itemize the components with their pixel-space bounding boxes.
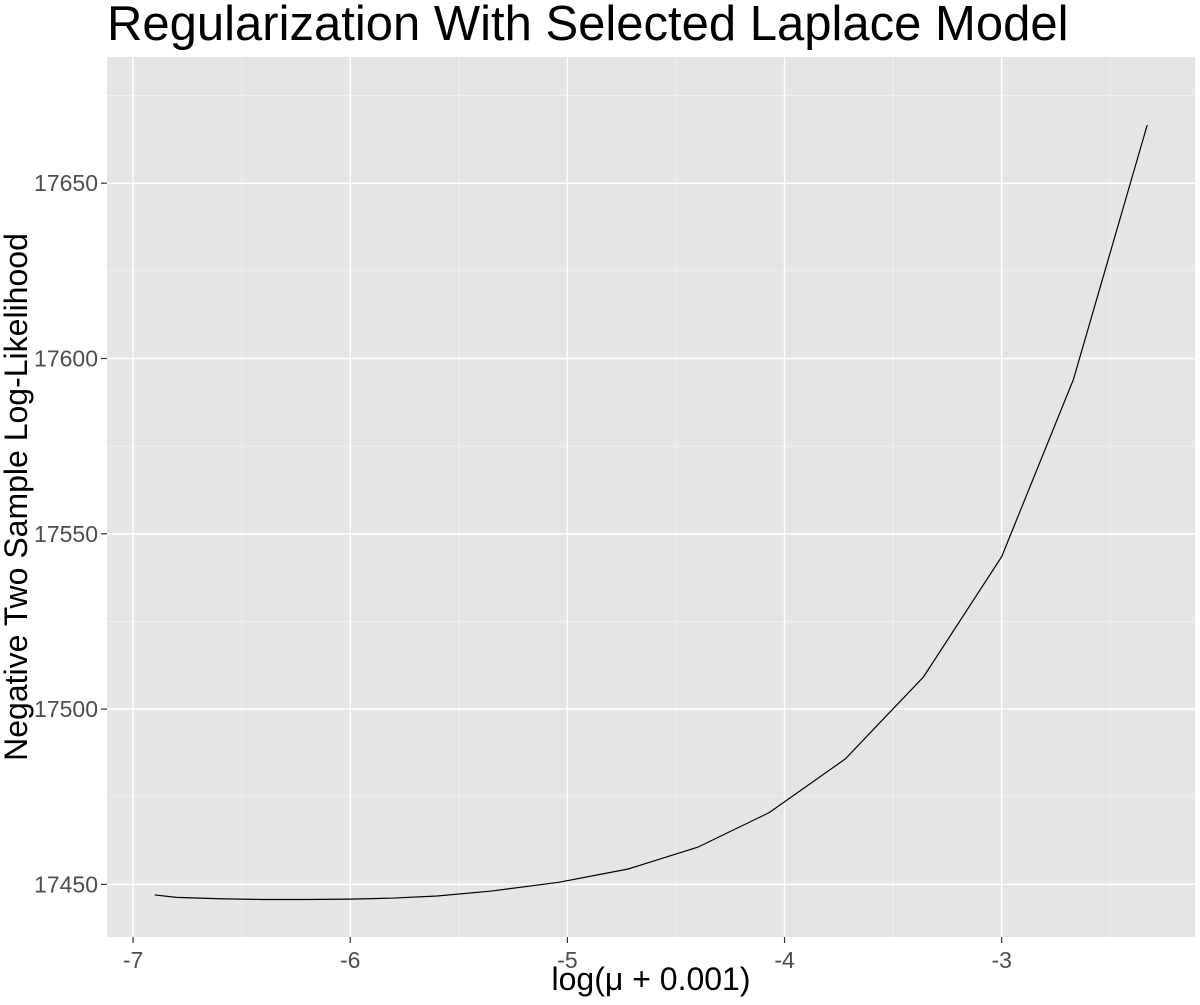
y-tick-label: 17600 bbox=[34, 346, 98, 372]
x-tick-label: -4 bbox=[774, 947, 795, 973]
x-tick-label: -7 bbox=[123, 947, 143, 973]
y-tick-label: 17550 bbox=[34, 521, 98, 547]
x-tick-label: -6 bbox=[340, 947, 360, 973]
y-axis-title: Negative Two Sample Log-Likelihood bbox=[0, 233, 34, 761]
x-tick-label: -5 bbox=[557, 947, 577, 973]
series-line bbox=[154, 124, 1148, 901]
major-gridlines bbox=[107, 57, 1195, 937]
x-axis: -7 -6 -5 -4 -3 bbox=[123, 937, 1012, 973]
chart-title: Regularization With Selected Laplace Mod… bbox=[107, 0, 1069, 51]
x-tick-label: -3 bbox=[991, 947, 1011, 973]
minor-gridlines bbox=[107, 57, 1195, 937]
y-axis: 17450 17500 17550 17600 17650 bbox=[34, 170, 107, 897]
plot-panel bbox=[107, 57, 1195, 937]
y-tick-label: 17450 bbox=[34, 871, 98, 897]
x-axis-title: log(μ + 0.001) bbox=[552, 961, 751, 997]
series-layer bbox=[154, 124, 1148, 901]
y-tick-label: 17650 bbox=[34, 170, 98, 196]
y-tick-label: 17500 bbox=[34, 696, 98, 722]
